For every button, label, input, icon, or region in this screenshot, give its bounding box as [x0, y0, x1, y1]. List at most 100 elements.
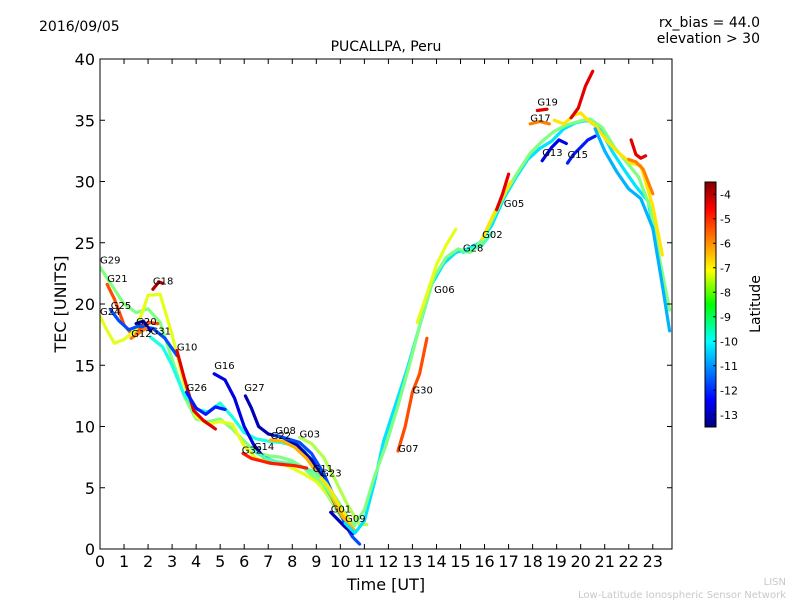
trace-g30 [396, 336, 429, 453]
colorbar-tick-label: -11 [720, 360, 738, 373]
colorbar-tick-label: -10 [720, 335, 738, 348]
satellite-label-g30: G30 [412, 385, 432, 396]
x-tick-label: 3 [167, 552, 177, 571]
trace-g22 [269, 438, 357, 533]
satellite-label-g05: G05 [504, 199, 524, 210]
satellite-label-g03: G03 [300, 430, 320, 441]
x-tick-label: 9 [311, 552, 321, 571]
satellite-label-g22: G22 [271, 431, 291, 442]
satellite-label-layer: G29G21G25G24G20G12G31G18G10G26G16G27G08G… [100, 98, 588, 525]
satellite-label-g32: G32 [242, 445, 262, 456]
colorbar [704, 181, 717, 428]
satellite-label-g27: G27 [244, 383, 264, 394]
x-axis-label: Time [UT] [346, 575, 425, 594]
x-axis-ticks: 0 1 2 3 4 5 6 7 8 9 10 11 12 13 14 15 16 17 18 19 20 21 22 23 [95, 59, 663, 571]
y-tick-label: 15 [75, 356, 95, 375]
y-tick-label: 25 [75, 234, 95, 253]
y-tick-label: 35 [75, 111, 95, 130]
satellite-label-g10: G10 [177, 343, 197, 354]
y-tick-label: 40 [75, 50, 95, 69]
trace-g15 [565, 134, 597, 165]
x-tick-label: 2 [143, 552, 153, 571]
x-tick-label: 20 [570, 552, 590, 571]
trace-g26 [184, 390, 227, 416]
rx-bias-label: rx_bias = 44.0 [659, 15, 760, 31]
satellite-label-g09: G09 [345, 514, 365, 525]
trace-g18 [151, 280, 165, 291]
x-tick-label: 17 [498, 552, 518, 571]
satellite-label-g20: G20 [136, 317, 156, 328]
trace-g09 [343, 118, 660, 535]
satellite-label-g14: G14 [254, 442, 274, 453]
satellite-label-g13: G13 [542, 148, 562, 159]
colorbar-tick-label: -8 [720, 286, 731, 299]
satellite-label-g11: G11 [313, 464, 333, 475]
trace-g17b [552, 111, 665, 257]
y-tick-label: 5 [85, 479, 95, 498]
satellite-label-g07: G07 [398, 444, 418, 455]
elevation-label: elevation > 30 [657, 31, 760, 47]
colorbar-tick-label: -5 [720, 213, 731, 226]
satellite-label-g21: G21 [107, 274, 127, 285]
x-tick-label: 22 [619, 552, 639, 571]
x-tick-label: 10 [330, 552, 350, 571]
footer-network: Low-Latitude Ionospheric Sensor Network [578, 590, 786, 600]
satellite-label-g06: G06 [434, 285, 454, 296]
satellite-label-g08: G08 [275, 426, 295, 437]
x-tick-label: 8 [287, 552, 297, 571]
satellite-label-g28: G28 [463, 243, 483, 254]
x-tick-label: 6 [239, 552, 249, 571]
satellite-label-g16: G16 [214, 361, 234, 372]
satellite-label-g24: G24 [100, 307, 120, 318]
colorbar-tick-label: -7 [720, 262, 731, 275]
satellite-label-g25: G25 [111, 301, 131, 312]
x-tick-label: 21 [595, 552, 615, 571]
trace-g19 [535, 107, 549, 113]
trace-g06 [415, 227, 458, 324]
x-tick-label: 23 [643, 552, 663, 571]
colorbar-label: Latitude [748, 275, 764, 333]
colorbar-tick-label: -12 [720, 384, 738, 397]
colorbar-tick-label: -6 [720, 237, 731, 250]
trace-g20 [134, 319, 153, 333]
plot-frame [99, 58, 673, 550]
trace-g15b [593, 127, 672, 333]
trace-g12b [629, 138, 648, 160]
trace-g05 [495, 172, 511, 212]
satellite-label-g26: G26 [187, 383, 207, 394]
x-tick-label: 18 [522, 552, 542, 571]
satellite-label-g17: G17 [530, 114, 550, 125]
y-tick-label: 0 [85, 540, 95, 559]
x-tick-label: 13 [402, 552, 422, 571]
trace-g28 [461, 231, 494, 255]
trace-g12 [129, 326, 148, 340]
x-tick-label: 4 [191, 552, 201, 571]
x-tick-label: 5 [215, 552, 225, 571]
x-tick-label: 11 [354, 552, 374, 571]
satellite-label-g23: G23 [321, 469, 341, 480]
y-axis-label: TEC [UNITS] [51, 256, 70, 354]
trace-g19b [569, 69, 595, 120]
colorbar-tick-label: -4 [720, 188, 731, 201]
satellite-label-g12: G12 [131, 329, 151, 340]
x-tick-label: 14 [426, 552, 446, 571]
trace-g25 [109, 308, 179, 357]
y-tick-label: 30 [75, 173, 95, 192]
y-axis-ticks: 0 5 10 15 20 25 30 35 40 [75, 50, 672, 559]
trace-g23 [319, 476, 352, 524]
satellite-label-g18: G18 [153, 276, 173, 287]
x-tick-label: 0 [95, 552, 105, 571]
x-tick-label: 12 [378, 552, 398, 571]
series-layer [100, 69, 672, 546]
satellite-label-g15: G15 [568, 150, 588, 161]
x-tick-label: 7 [263, 552, 273, 571]
trace-g32 [241, 451, 309, 470]
y-tick-label: 10 [75, 418, 95, 437]
footer-lisn: LISN [764, 577, 786, 588]
chart-title: PUCALLPA, Peru [331, 39, 442, 55]
trace-g29 [100, 265, 352, 529]
x-tick-label: 1 [119, 552, 129, 571]
trace-g30b [627, 157, 655, 196]
